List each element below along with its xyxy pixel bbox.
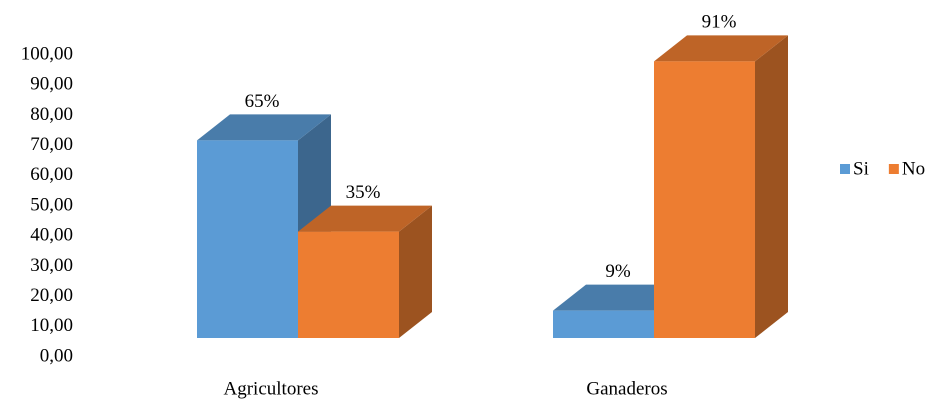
y-tick-label: 30,00 [30, 255, 73, 276]
bar [553, 310, 654, 338]
legend-label: Si [853, 158, 869, 179]
bar-side [399, 205, 432, 338]
x-tick-label: Ganaderos [586, 378, 667, 399]
legend-label: No [902, 158, 925, 179]
y-tick-label: 40,00 [30, 225, 73, 246]
y-tick-label: 100,00 [21, 43, 73, 64]
y-tick-label: 10,00 [30, 315, 73, 336]
value-label: 9% [605, 261, 631, 282]
x-tick-label: Agricultores [224, 378, 319, 399]
y-tick-label: 60,00 [30, 164, 73, 185]
bar-top [553, 284, 687, 311]
y-tick-label: 80,00 [30, 104, 73, 125]
bar-top [654, 35, 788, 62]
bar [197, 140, 298, 338]
y-tick-label: 0,00 [40, 345, 73, 366]
bar-top [298, 205, 432, 232]
y-tick-label: 20,00 [30, 285, 73, 306]
y-tick-label: 90,00 [30, 74, 73, 95]
y-tick-label: 50,00 [30, 194, 73, 215]
bar-top [197, 114, 331, 141]
y-tick-label: 70,00 [30, 134, 73, 155]
value-label: 91% [702, 12, 737, 33]
value-label: 65% [245, 91, 280, 112]
legend-swatch [840, 164, 850, 174]
bar-side [755, 35, 788, 339]
legend-swatch [888, 164, 899, 174]
bar [654, 61, 755, 339]
bar [298, 231, 399, 338]
value-label: 35% [346, 182, 381, 203]
